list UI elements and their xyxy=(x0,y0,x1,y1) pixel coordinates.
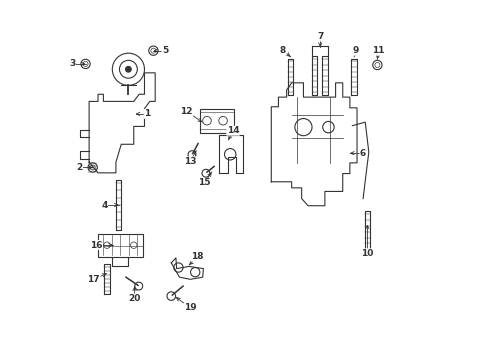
Polygon shape xyxy=(219,135,242,173)
Circle shape xyxy=(125,66,131,72)
Text: 8: 8 xyxy=(280,46,285,55)
Text: 3: 3 xyxy=(69,59,75,68)
Text: 13: 13 xyxy=(183,157,196,166)
Polygon shape xyxy=(171,258,203,279)
Text: 17: 17 xyxy=(87,275,100,284)
Text: 15: 15 xyxy=(198,178,210,187)
Text: 2: 2 xyxy=(76,163,82,172)
Text: 14: 14 xyxy=(226,126,239,135)
Text: 6: 6 xyxy=(359,149,366,158)
Text: 18: 18 xyxy=(191,252,203,261)
Bar xyxy=(98,234,142,257)
Text: 7: 7 xyxy=(316,32,323,41)
Text: 1: 1 xyxy=(144,109,150,118)
Text: 10: 10 xyxy=(361,249,373,258)
Text: 16: 16 xyxy=(90,240,102,249)
Polygon shape xyxy=(271,83,356,206)
Text: 9: 9 xyxy=(352,46,358,55)
Text: 11: 11 xyxy=(371,46,384,55)
Text: 4: 4 xyxy=(101,201,107,210)
Polygon shape xyxy=(89,73,155,173)
Text: 20: 20 xyxy=(128,294,141,303)
Bar xyxy=(200,109,233,133)
Text: 19: 19 xyxy=(183,303,196,312)
Text: 5: 5 xyxy=(162,46,168,55)
Text: 12: 12 xyxy=(180,107,192,116)
